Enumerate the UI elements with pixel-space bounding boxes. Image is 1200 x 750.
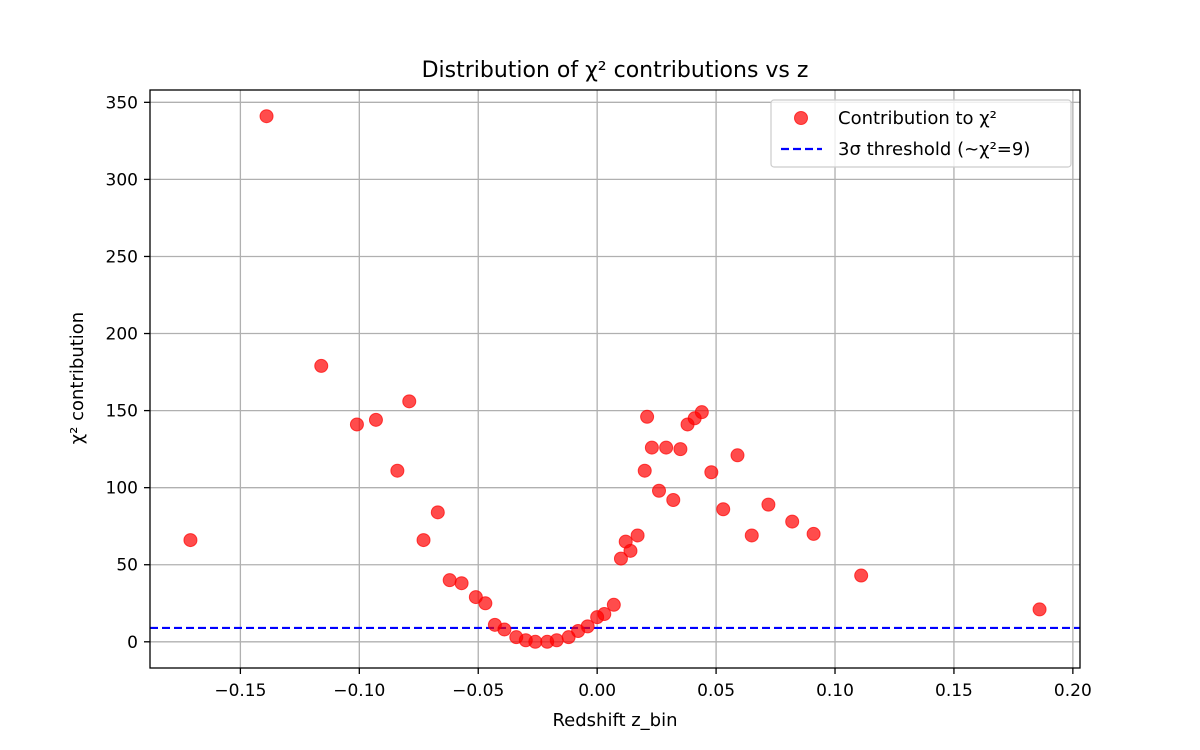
y-tick-label: 100 bbox=[106, 479, 138, 499]
scatter-point bbox=[454, 576, 469, 591]
x-axis-ticks: −0.15 −0.10 −0.05 0.00 0.05 0.10 0.15 0.20 bbox=[214, 668, 1092, 701]
scatter-point bbox=[430, 505, 445, 520]
y-tick-label: 50 bbox=[116, 556, 138, 576]
scatter-point bbox=[785, 514, 800, 529]
scatter-point bbox=[390, 463, 405, 478]
scatter-point bbox=[597, 607, 612, 622]
legend-box bbox=[770, 99, 1072, 168]
scatter-point bbox=[659, 440, 674, 455]
scatter-point bbox=[730, 448, 745, 463]
scatter-point bbox=[314, 358, 329, 373]
x-tick-label: −0.15 bbox=[214, 681, 266, 701]
scatter-point bbox=[623, 543, 638, 558]
y-tick-label: 0 bbox=[127, 633, 138, 653]
scatter-point bbox=[528, 634, 543, 649]
scatter-point bbox=[630, 528, 645, 543]
scatter-point bbox=[666, 492, 681, 507]
scatter-point bbox=[640, 409, 655, 424]
grid bbox=[150, 90, 1080, 668]
x-tick-label: 0.10 bbox=[816, 681, 854, 701]
legend-marker-scatter bbox=[794, 111, 808, 125]
plot-frame bbox=[149, 89, 1081, 669]
scatter-point bbox=[744, 528, 759, 543]
y-tick-label: 200 bbox=[106, 325, 138, 345]
scatter-point bbox=[402, 394, 417, 409]
legend-label-scatter: Contribution to χ² bbox=[838, 108, 997, 129]
scatter-point bbox=[606, 597, 621, 612]
y-tick-label: 250 bbox=[106, 247, 138, 267]
scatter-point bbox=[637, 463, 652, 478]
y-tick-label: 150 bbox=[106, 402, 138, 422]
scatter-point bbox=[716, 502, 731, 517]
x-tick-label: 0.20 bbox=[1054, 681, 1092, 701]
x-axis-label: Redshift z_bin bbox=[552, 710, 677, 731]
scatter-point bbox=[368, 412, 383, 427]
scatter-point bbox=[644, 440, 659, 455]
scatter-point bbox=[613, 551, 628, 566]
scatter-point bbox=[652, 483, 667, 498]
scatter-point bbox=[806, 526, 821, 541]
x-tick-label: 0.05 bbox=[697, 681, 735, 701]
x-tick-label: 0.15 bbox=[935, 681, 973, 701]
x-tick-label: 0.00 bbox=[578, 681, 616, 701]
y-axis-label: χ² contribution bbox=[67, 312, 88, 444]
scatter-point bbox=[416, 533, 431, 548]
scatter-point bbox=[761, 497, 776, 512]
chart-title: Distribution of χ² contributions vs z bbox=[422, 58, 809, 83]
scatter-point bbox=[259, 109, 274, 124]
scatter-point bbox=[580, 619, 595, 634]
scatter-point bbox=[1032, 602, 1047, 617]
y-tick-label: 350 bbox=[106, 93, 138, 113]
y-tick-label: 300 bbox=[106, 170, 138, 190]
scatter-point bbox=[549, 633, 564, 648]
scatter-point bbox=[349, 417, 364, 432]
scatter-point bbox=[442, 573, 457, 588]
y-axis-ticks: 0 50 100 150 200 250 300 350 bbox=[106, 93, 150, 653]
scatter-point bbox=[183, 533, 198, 548]
x-tick-label: −0.05 bbox=[452, 681, 504, 701]
scatter-point bbox=[694, 405, 709, 420]
scatter-points bbox=[183, 109, 1047, 649]
scatter-point bbox=[497, 622, 512, 637]
scatter-point bbox=[478, 596, 493, 611]
legend: Contribution to χ² 3σ threshold (~χ²=9) bbox=[770, 99, 1072, 168]
scatter-point bbox=[704, 465, 719, 480]
legend-label-threshold: 3σ threshold (~χ²=9) bbox=[838, 139, 1030, 160]
scatter-point bbox=[854, 568, 869, 583]
x-tick-label: −0.10 bbox=[333, 681, 385, 701]
scatter-point bbox=[673, 442, 688, 457]
